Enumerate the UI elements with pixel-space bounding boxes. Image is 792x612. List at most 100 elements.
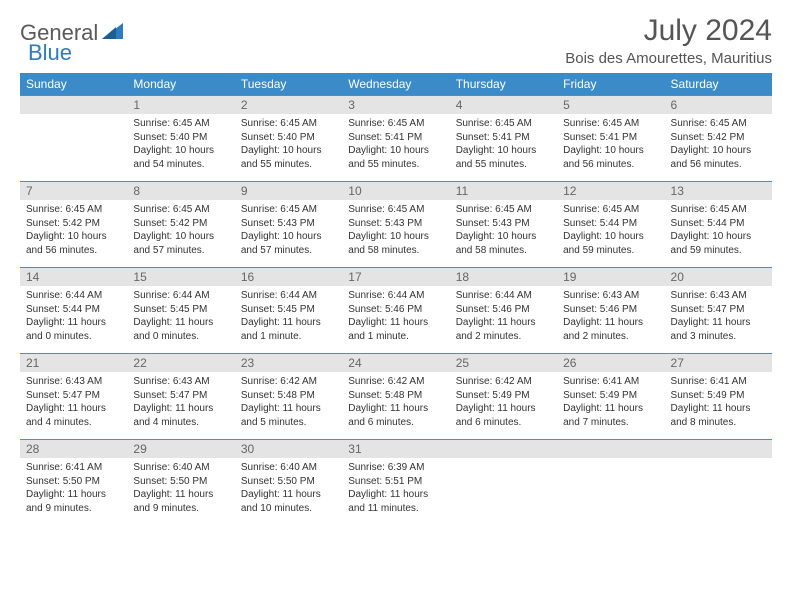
- daylight-text: Daylight: 10 hours and 56 minutes.: [26, 230, 121, 257]
- daylight-text: Daylight: 11 hours and 2 minutes.: [456, 316, 551, 343]
- sunset-text: Sunset: 5:48 PM: [241, 389, 336, 403]
- calendar-cell: 18Sunrise: 6:44 AMSunset: 5:46 PMDayligh…: [450, 267, 557, 353]
- day-data: Sunrise: 6:44 AMSunset: 5:44 PMDaylight:…: [20, 286, 127, 348]
- day-number: 2: [235, 95, 342, 114]
- calendar-cell: [450, 439, 557, 525]
- day-number: 24: [342, 353, 449, 372]
- day-data: Sunrise: 6:43 AMSunset: 5:47 PMDaylight:…: [20, 372, 127, 434]
- calendar-cell: 22Sunrise: 6:43 AMSunset: 5:47 PMDayligh…: [127, 353, 234, 439]
- day-number: 11: [450, 181, 557, 200]
- sunrise-text: Sunrise: 6:45 AM: [133, 203, 228, 217]
- day-number-empty: [20, 95, 127, 114]
- calendar-cell: 21Sunrise: 6:43 AMSunset: 5:47 PMDayligh…: [20, 353, 127, 439]
- sunrise-text: Sunrise: 6:45 AM: [133, 117, 228, 131]
- day-number: 23: [235, 353, 342, 372]
- day-data: Sunrise: 6:44 AMSunset: 5:46 PMDaylight:…: [342, 286, 449, 348]
- day-data: Sunrise: 6:45 AMSunset: 5:43 PMDaylight:…: [450, 200, 557, 262]
- weekday-header: Tuesday: [235, 73, 342, 95]
- day-data: Sunrise: 6:45 AMSunset: 5:40 PMDaylight:…: [127, 114, 234, 176]
- sunset-text: Sunset: 5:43 PM: [241, 217, 336, 231]
- daylight-text: Daylight: 11 hours and 5 minutes.: [241, 402, 336, 429]
- sunset-text: Sunset: 5:40 PM: [241, 131, 336, 145]
- sunrise-text: Sunrise: 6:45 AM: [348, 117, 443, 131]
- sunset-text: Sunset: 5:42 PM: [671, 131, 766, 145]
- calendar-cell: 19Sunrise: 6:43 AMSunset: 5:46 PMDayligh…: [557, 267, 664, 353]
- sunrise-text: Sunrise: 6:43 AM: [671, 289, 766, 303]
- calendar-week: 1Sunrise: 6:45 AMSunset: 5:40 PMDaylight…: [20, 95, 772, 181]
- day-data: Sunrise: 6:45 AMSunset: 5:43 PMDaylight:…: [342, 200, 449, 262]
- sunrise-text: Sunrise: 6:40 AM: [241, 461, 336, 475]
- calendar-cell: [557, 439, 664, 525]
- weekday-header: Friday: [557, 73, 664, 95]
- day-data: Sunrise: 6:43 AMSunset: 5:46 PMDaylight:…: [557, 286, 664, 348]
- day-number: 21: [20, 353, 127, 372]
- weekday-header: Wednesday: [342, 73, 449, 95]
- daylight-text: Daylight: 11 hours and 4 minutes.: [26, 402, 121, 429]
- sunrise-text: Sunrise: 6:40 AM: [133, 461, 228, 475]
- sunrise-text: Sunrise: 6:41 AM: [26, 461, 121, 475]
- day-number: 17: [342, 267, 449, 286]
- day-data: Sunrise: 6:45 AMSunset: 5:44 PMDaylight:…: [557, 200, 664, 262]
- sunrise-text: Sunrise: 6:45 AM: [671, 203, 766, 217]
- daylight-text: Daylight: 10 hours and 59 minutes.: [563, 230, 658, 257]
- day-number: 16: [235, 267, 342, 286]
- daylight-text: Daylight: 11 hours and 6 minutes.: [456, 402, 551, 429]
- daylight-text: Daylight: 11 hours and 6 minutes.: [348, 402, 443, 429]
- calendar-cell: 11Sunrise: 6:45 AMSunset: 5:43 PMDayligh…: [450, 181, 557, 267]
- sunrise-text: Sunrise: 6:42 AM: [241, 375, 336, 389]
- day-number: 19: [557, 267, 664, 286]
- day-number: 8: [127, 181, 234, 200]
- day-number: 10: [342, 181, 449, 200]
- sunrise-text: Sunrise: 6:44 AM: [241, 289, 336, 303]
- day-data: Sunrise: 6:44 AMSunset: 5:46 PMDaylight:…: [450, 286, 557, 348]
- day-number: 31: [342, 439, 449, 458]
- sunset-text: Sunset: 5:45 PM: [133, 303, 228, 317]
- calendar-cell: 13Sunrise: 6:45 AMSunset: 5:44 PMDayligh…: [665, 181, 772, 267]
- day-number: 27: [665, 353, 772, 372]
- sunrise-text: Sunrise: 6:42 AM: [456, 375, 551, 389]
- weekday-header: Monday: [127, 73, 234, 95]
- daylight-text: Daylight: 10 hours and 56 minutes.: [563, 144, 658, 171]
- sunset-text: Sunset: 5:48 PM: [348, 389, 443, 403]
- daylight-text: Daylight: 11 hours and 0 minutes.: [133, 316, 228, 343]
- sunrise-text: Sunrise: 6:41 AM: [671, 375, 766, 389]
- day-number: 28: [20, 439, 127, 458]
- calendar-week: 14Sunrise: 6:44 AMSunset: 5:44 PMDayligh…: [20, 267, 772, 353]
- daylight-text: Daylight: 11 hours and 9 minutes.: [26, 488, 121, 515]
- calendar-week: 28Sunrise: 6:41 AMSunset: 5:50 PMDayligh…: [20, 439, 772, 525]
- day-number: 14: [20, 267, 127, 286]
- location-label: Bois des Amourettes, Mauritius: [565, 50, 772, 67]
- calendar-cell: 2Sunrise: 6:45 AMSunset: 5:40 PMDaylight…: [235, 95, 342, 181]
- calendar-cell: [20, 95, 127, 181]
- sunrise-text: Sunrise: 6:44 AM: [348, 289, 443, 303]
- day-data: Sunrise: 6:42 AMSunset: 5:49 PMDaylight:…: [450, 372, 557, 434]
- logo-triangle-icon: [102, 22, 124, 45]
- day-data: Sunrise: 6:40 AMSunset: 5:50 PMDaylight:…: [127, 458, 234, 520]
- sunrise-text: Sunrise: 6:45 AM: [563, 203, 658, 217]
- day-data: Sunrise: 6:45 AMSunset: 5:43 PMDaylight:…: [235, 200, 342, 262]
- sunset-text: Sunset: 5:40 PM: [133, 131, 228, 145]
- day-data: Sunrise: 6:43 AMSunset: 5:47 PMDaylight:…: [665, 286, 772, 348]
- sunset-text: Sunset: 5:42 PM: [133, 217, 228, 231]
- calendar-cell: 31Sunrise: 6:39 AMSunset: 5:51 PMDayligh…: [342, 439, 449, 525]
- day-number-empty: [665, 439, 772, 458]
- day-number: 7: [20, 181, 127, 200]
- calendar-cell: 27Sunrise: 6:41 AMSunset: 5:49 PMDayligh…: [665, 353, 772, 439]
- daylight-text: Daylight: 10 hours and 55 minutes.: [456, 144, 551, 171]
- daylight-text: Daylight: 11 hours and 4 minutes.: [133, 402, 228, 429]
- sunrise-text: Sunrise: 6:45 AM: [456, 117, 551, 131]
- sunrise-text: Sunrise: 6:41 AM: [563, 375, 658, 389]
- sunset-text: Sunset: 5:51 PM: [348, 475, 443, 489]
- calendar-cell: 12Sunrise: 6:45 AMSunset: 5:44 PMDayligh…: [557, 181, 664, 267]
- sunset-text: Sunset: 5:46 PM: [348, 303, 443, 317]
- sunrise-text: Sunrise: 6:45 AM: [456, 203, 551, 217]
- sunset-text: Sunset: 5:47 PM: [671, 303, 766, 317]
- day-data: Sunrise: 6:45 AMSunset: 5:44 PMDaylight:…: [665, 200, 772, 262]
- daylight-text: Daylight: 10 hours and 54 minutes.: [133, 144, 228, 171]
- calendar-header-row: SundayMondayTuesdayWednesdayThursdayFrid…: [20, 73, 772, 95]
- day-number: 13: [665, 181, 772, 200]
- daylight-text: Daylight: 10 hours and 58 minutes.: [456, 230, 551, 257]
- day-data: Sunrise: 6:45 AMSunset: 5:41 PMDaylight:…: [557, 114, 664, 176]
- daylight-text: Daylight: 11 hours and 10 minutes.: [241, 488, 336, 515]
- calendar-cell: 20Sunrise: 6:43 AMSunset: 5:47 PMDayligh…: [665, 267, 772, 353]
